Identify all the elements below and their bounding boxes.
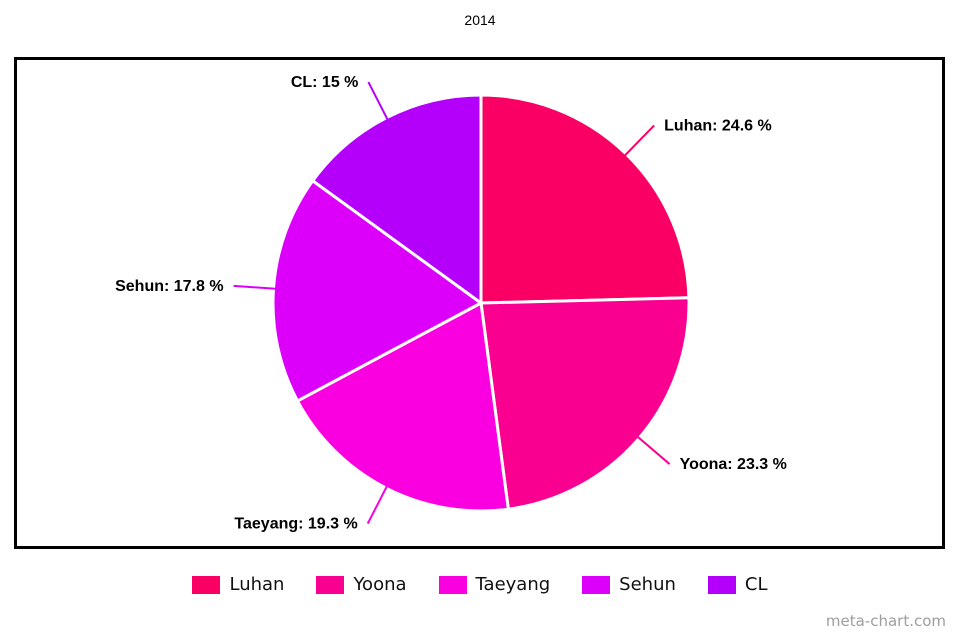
legend: Luhan Yoona Taeyang Sehun CL — [0, 574, 960, 595]
legend-item-luhan[interactable]: Luhan — [192, 574, 284, 595]
legend-label-cl: CL — [744, 574, 768, 595]
pie-chart: Luhan: 24.6 % Yoona: 23.3 % Taeyang: 19.3 … — [115, 74, 787, 533]
leader-line-taeyang — [366, 485, 388, 525]
leader-line-cl — [367, 81, 389, 120]
chart-title: 2014 — [464, 12, 496, 28]
watermark: meta-chart.com — [825, 612, 946, 630]
leader-line-yoona — [636, 436, 671, 465]
legend-swatch-yoona — [316, 575, 345, 594]
pie-slice-yoona[interactable] — [479, 296, 691, 511]
slice-label-sehun: Sehun: 17.8 % — [115, 278, 223, 295]
leader-line-sehun — [233, 284, 276, 290]
legend-swatch-cl — [707, 575, 736, 594]
legend-item-cl[interactable]: CL — [707, 574, 768, 595]
legend-swatch-taeyang — [438, 575, 467, 594]
slice-label-cl: CL: 15 % — [291, 74, 359, 91]
legend-label-taeyang: Taeyang — [475, 574, 551, 595]
legend-swatch-luhan — [192, 575, 221, 594]
legend-label-yoona: Yoona — [353, 574, 407, 595]
slice-label-taeyang: Taeyang: 19.3 % — [234, 516, 357, 533]
slice-label-luhan: Luhan: 24.6 % — [664, 117, 772, 134]
legend-label-luhan: Luhan — [229, 574, 285, 595]
legend-swatch-sehun — [582, 575, 611, 594]
legend-item-taeyang[interactable]: Taeyang — [438, 574, 551, 595]
legend-item-yoona[interactable]: Yoona — [316, 574, 407, 595]
leader-line-luhan — [624, 124, 655, 157]
pie-slice-luhan[interactable] — [479, 93, 691, 305]
slice-label-yoona: Yoona: 23.3 % — [680, 456, 787, 473]
legend-label-sehun: Sehun — [619, 574, 676, 595]
legend-item-sehun[interactable]: Sehun — [582, 574, 676, 595]
chart-frame: Luhan: 24.6 % Yoona: 23.3 % Taeyang: 19.3 … — [14, 57, 945, 549]
